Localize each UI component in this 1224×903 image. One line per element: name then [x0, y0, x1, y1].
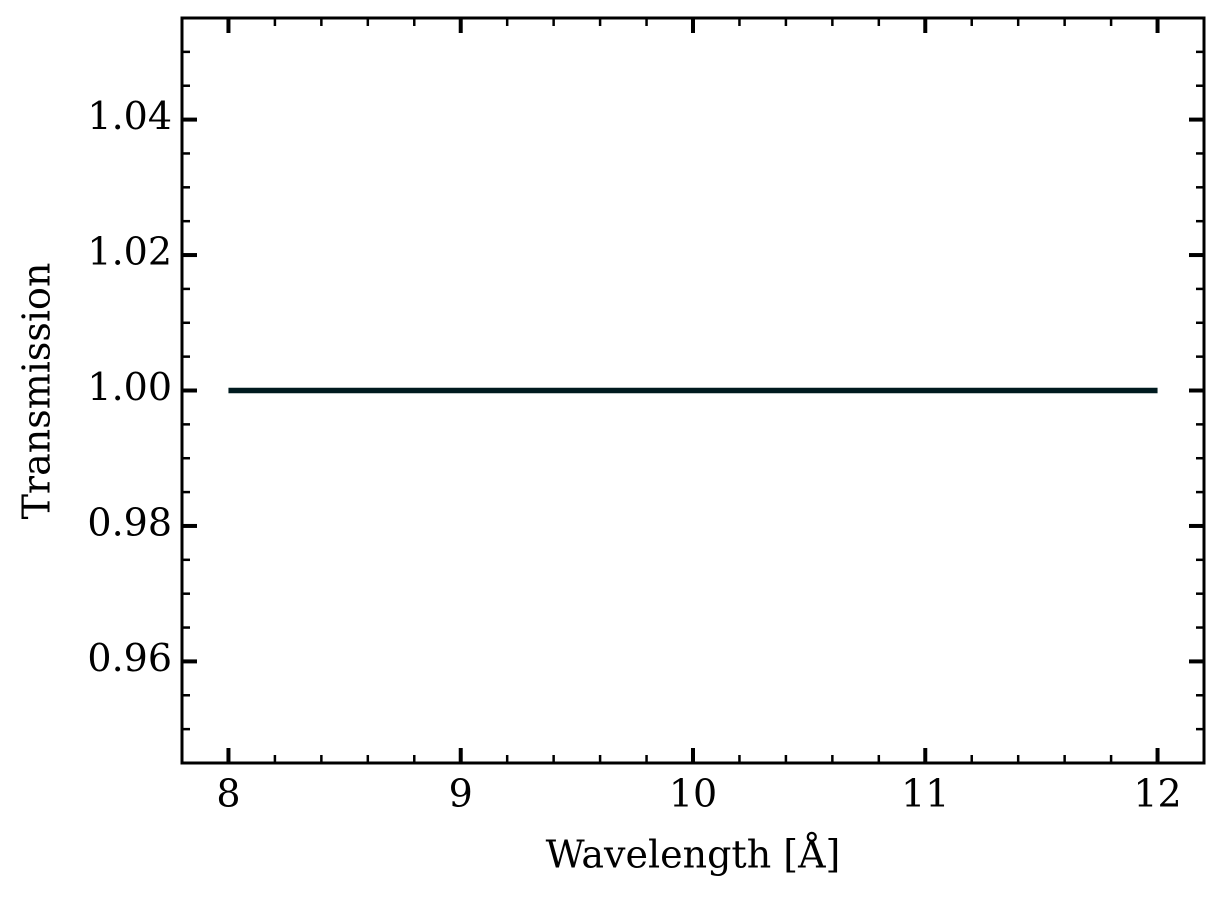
x-tick-label: 10	[669, 772, 717, 816]
x-tick-label: 12	[1133, 772, 1181, 816]
plot-frame	[180, 16, 1206, 765]
y-tick-label: 0.96	[87, 636, 172, 680]
x-tick-label: 9	[449, 772, 473, 816]
y-tick-label: 1.04	[87, 94, 172, 138]
x-axis-label: Wavelength [Å]	[546, 833, 841, 877]
y-tick-label: 1.00	[87, 365, 172, 409]
x-tick-label: 8	[216, 772, 240, 816]
y-axis-label: Transmission	[15, 263, 59, 520]
x-tick-label: 11	[901, 772, 949, 816]
y-tick-label: 0.98	[87, 500, 172, 544]
y-tick-label: 1.02	[87, 230, 172, 274]
